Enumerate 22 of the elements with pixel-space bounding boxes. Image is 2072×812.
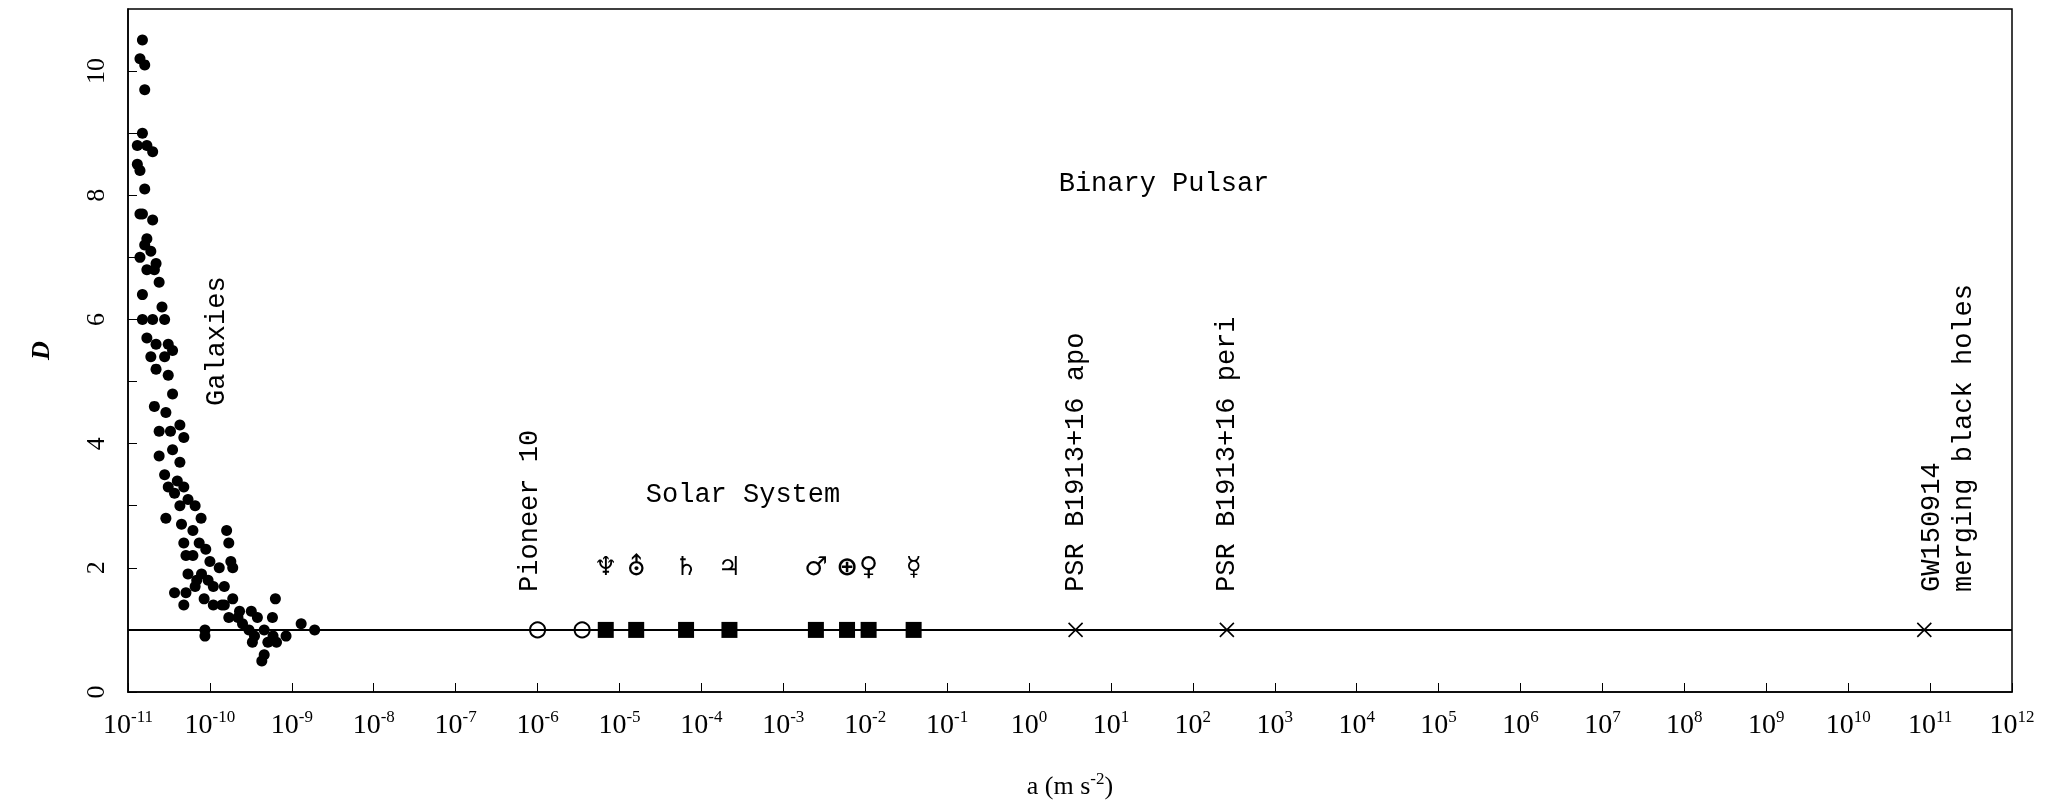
y-tick-label: 0 [80,685,110,699]
annotation: Solar System [645,480,841,510]
annotation: ♃ [717,550,742,581]
annotation: PSR B1913+16 peri [1211,316,1242,592]
annotation: ♄ [674,550,698,581]
annotation: ⊕ [836,550,858,581]
annotation: Pioneer 10 [514,429,545,592]
y-tick-label: 2 [80,561,110,575]
y-tick-label: 4 [80,437,110,451]
annotation: Galaxies [202,276,232,406]
annotation: Binary Pulsar [1058,169,1270,199]
annotation: ☿ [905,550,922,581]
annotation: GW150914 merging black holes [1917,284,1980,592]
annotation: PSR B1913+16 apo [1060,332,1091,592]
annotation: ♀ [859,550,879,581]
annotation: ⛢ [626,550,646,581]
y-tick-label: 8 [80,188,110,202]
y-tick-label: 6 [80,312,110,326]
annotation: ♆ [594,550,618,581]
y-tick-label: 10 [80,58,110,85]
annotation: ♂ [804,550,828,581]
y-axis-title: D [25,340,55,361]
